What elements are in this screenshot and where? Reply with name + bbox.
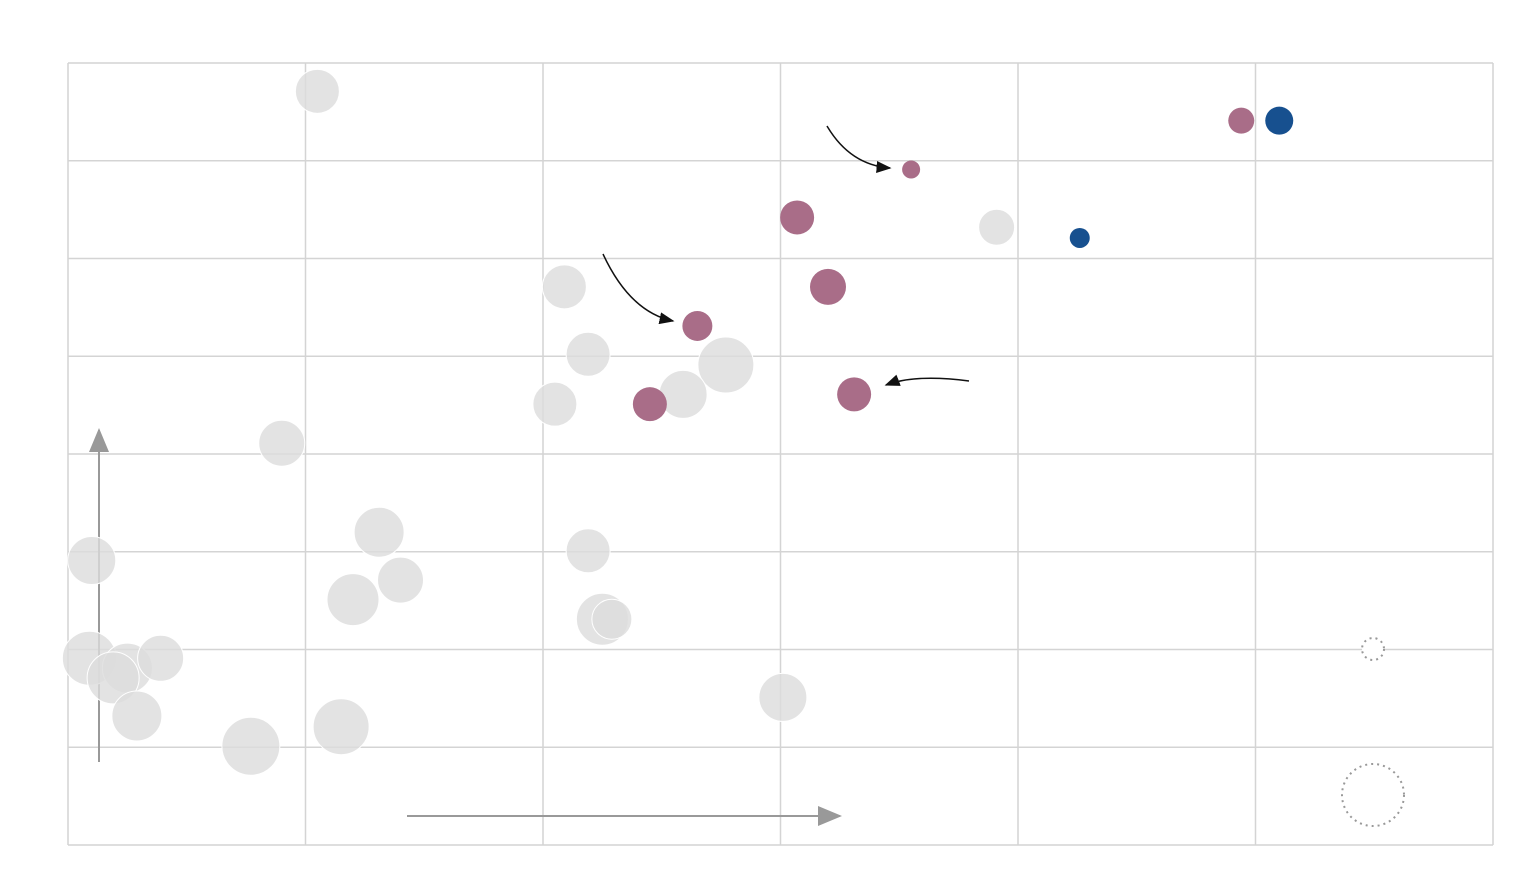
bubble [312, 698, 370, 756]
bubble [758, 672, 808, 722]
bubble [1265, 106, 1294, 135]
bubble [221, 716, 281, 776]
bubble [837, 377, 872, 412]
bubble [1228, 107, 1255, 134]
bubble [326, 573, 380, 627]
bubble [978, 208, 1016, 246]
size-legend-circle [1361, 637, 1385, 661]
bubble [591, 598, 633, 640]
annotation-arrow [884, 374, 970, 386]
bubble [258, 419, 306, 467]
bubble [682, 310, 713, 341]
bubble [697, 336, 755, 394]
marks [61, 68, 1405, 827]
bubble [810, 268, 846, 305]
bubble [294, 68, 340, 114]
bubble [541, 264, 587, 310]
bubble [111, 690, 163, 742]
bubble [565, 528, 611, 574]
annotation-arrow [826, 125, 892, 173]
bubble [137, 634, 185, 682]
grid [67, 62, 1494, 846]
bubble [353, 506, 405, 558]
bubble [565, 331, 611, 377]
bubble [532, 381, 578, 427]
bubble [902, 160, 921, 179]
bubble [658, 369, 708, 419]
bubble [86, 651, 140, 705]
bubble [632, 387, 667, 422]
bubble [1069, 227, 1090, 248]
annotation-arrow [602, 253, 675, 325]
bubble [780, 200, 815, 235]
bubble [377, 556, 424, 604]
bubble [67, 536, 117, 586]
size-legend-circle [1341, 763, 1405, 827]
